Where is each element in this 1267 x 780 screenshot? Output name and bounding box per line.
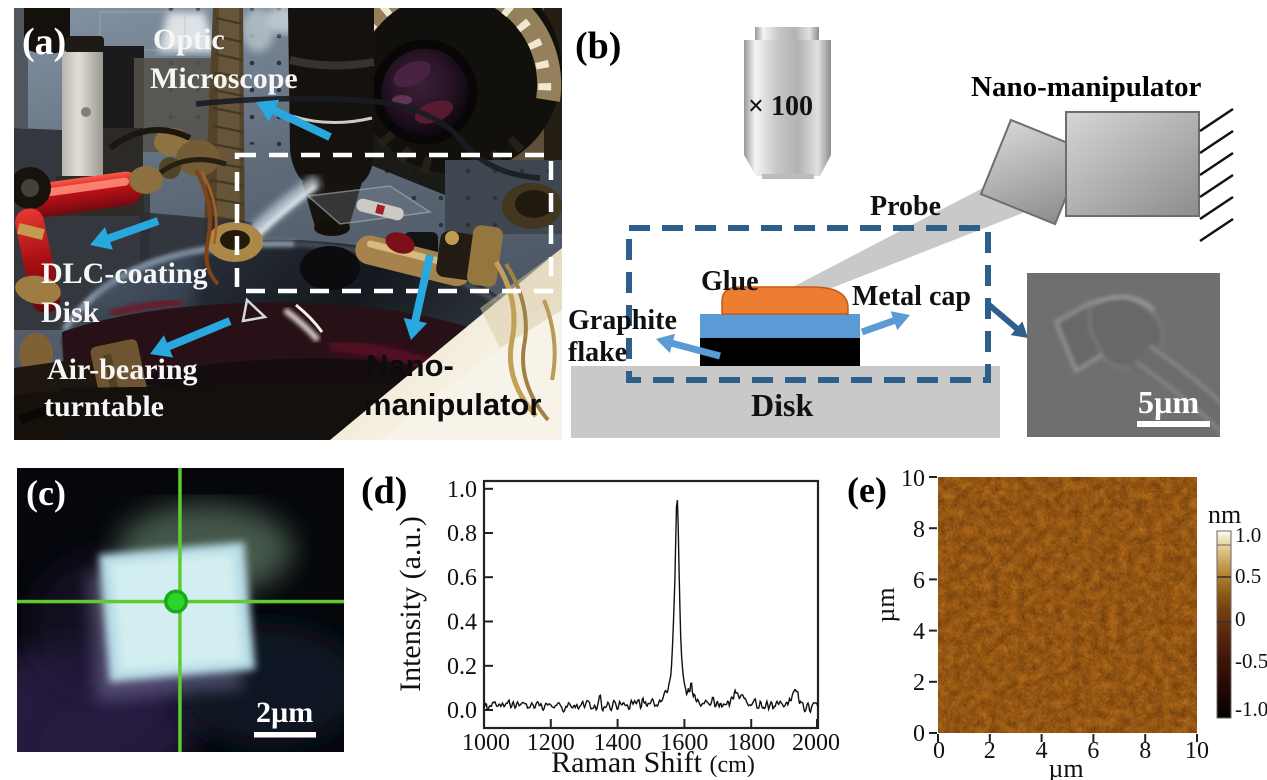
svg-text:6: 6 (913, 568, 925, 594)
svg-text:0.4: 0.4 (447, 610, 477, 636)
svg-text:-1.0: -1.0 (1235, 697, 1267, 721)
svg-text:6: 6 (1087, 738, 1099, 764)
svg-text:1600: 1600 (660, 730, 708, 756)
svg-text:Glue: Glue (701, 266, 759, 297)
svg-text:2: 2 (913, 670, 925, 696)
svg-text:0.5: 0.5 (1235, 564, 1261, 588)
svg-text:flake: flake (568, 337, 627, 368)
svg-text:0: 0 (933, 738, 945, 764)
svg-text:1400: 1400 (594, 730, 642, 756)
svg-text:8: 8 (913, 517, 925, 543)
svg-text:1.0: 1.0 (447, 477, 477, 503)
svg-text:5µm: 5µm (1138, 384, 1199, 420)
svg-text:Intensity (a.u.): Intensity (a.u.) (394, 516, 427, 692)
svg-text:4: 4 (913, 619, 925, 645)
svg-text:8: 8 (1139, 738, 1151, 764)
svg-text:2: 2 (984, 738, 996, 764)
svg-text:(d): (d) (361, 470, 407, 512)
svg-text:(a): (a) (22, 21, 66, 63)
svg-text:10: 10 (1185, 738, 1209, 764)
svg-text:(b): (b) (575, 25, 621, 67)
svg-text:(c): (c) (26, 473, 66, 513)
svg-text:1800: 1800 (727, 730, 775, 756)
svg-text:Disk: Disk (41, 296, 100, 329)
svg-text:2µm: 2µm (256, 696, 313, 729)
svg-text:(e): (e) (847, 470, 887, 510)
svg-text:0.2: 0.2 (447, 654, 477, 680)
svg-text:Probe: Probe (870, 191, 941, 222)
svg-text:0.0: 0.0 (447, 698, 477, 724)
svg-text:Microscope: Microscope (150, 62, 298, 95)
svg-text:Metal cap: Metal cap (852, 281, 971, 312)
svg-text:2000: 2000 (792, 730, 840, 756)
svg-text:Nano-manipulator: Nano-manipulator (971, 71, 1202, 103)
svg-text:1200: 1200 (527, 730, 575, 756)
svg-text:-0.5: -0.5 (1235, 649, 1267, 673)
svg-text:µm: µm (1048, 754, 1083, 780)
svg-text:0.8: 0.8 (447, 521, 477, 547)
svg-text:0.6: 0.6 (447, 565, 477, 591)
svg-text:Optic: Optic (153, 23, 225, 56)
svg-text:Raman Shift (cm): Raman Shift (cm) (551, 746, 755, 779)
svg-text:× 100: × 100 (748, 91, 813, 122)
svg-text:µm: µm (871, 587, 900, 622)
svg-text:turntable: turntable (44, 390, 164, 423)
svg-text:Nano-: Nano- (366, 348, 454, 383)
svg-text:DLC-coating: DLC-coating (41, 257, 208, 290)
svg-text:4: 4 (1036, 738, 1048, 764)
svg-text:10: 10 (901, 466, 925, 492)
svg-text:manipulator: manipulator (364, 387, 541, 422)
svg-text:Graphite: Graphite (568, 305, 677, 336)
svg-text:Air-bearing: Air-bearing (47, 353, 198, 386)
svg-text:0: 0 (913, 721, 925, 747)
svg-text:1.0: 1.0 (1235, 523, 1261, 547)
svg-text:nm: nm (1208, 500, 1241, 529)
svg-text:0: 0 (1235, 607, 1246, 631)
svg-text:1000: 1000 (462, 730, 510, 756)
svg-text:Disk: Disk (751, 387, 813, 423)
